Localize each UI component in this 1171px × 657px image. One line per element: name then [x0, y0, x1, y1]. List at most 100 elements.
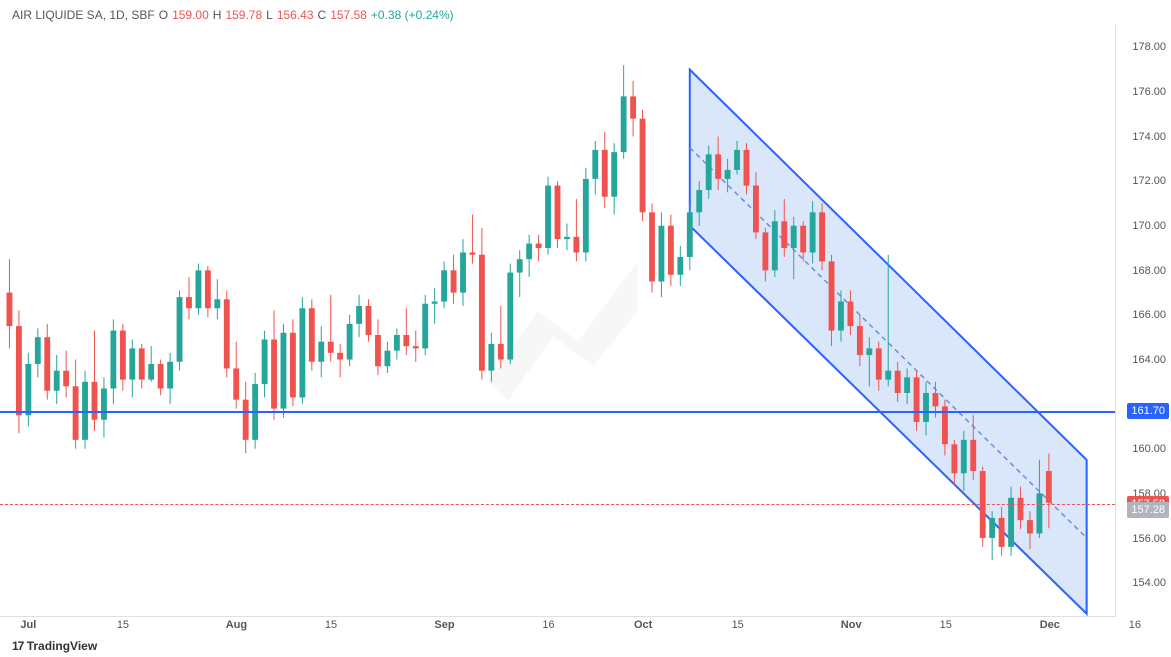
- candle[interactable]: [479, 255, 485, 371]
- candle[interactable]: [829, 261, 835, 330]
- candle[interactable]: [120, 331, 126, 380]
- candle[interactable]: [1027, 520, 1033, 533]
- candle[interactable]: [602, 150, 608, 197]
- candle[interactable]: [356, 306, 362, 324]
- candle[interactable]: [224, 299, 230, 368]
- candle[interactable]: [668, 226, 674, 275]
- candle[interactable]: [706, 154, 712, 190]
- candle[interactable]: [810, 212, 816, 252]
- candle[interactable]: [659, 226, 665, 282]
- candle[interactable]: [92, 382, 98, 420]
- candle[interactable]: [857, 326, 863, 355]
- candle[interactable]: [441, 270, 447, 301]
- candle[interactable]: [271, 339, 277, 408]
- candle[interactable]: [904, 377, 910, 393]
- horizontal-line[interactable]: [0, 504, 1115, 505]
- candle[interactable]: [536, 244, 542, 248]
- candle[interactable]: [233, 368, 239, 399]
- candle[interactable]: [366, 306, 372, 335]
- candle[interactable]: [545, 186, 551, 248]
- horizontal-line[interactable]: [0, 411, 1115, 413]
- candle[interactable]: [592, 150, 598, 179]
- candle[interactable]: [999, 518, 1005, 547]
- candle[interactable]: [696, 190, 702, 212]
- candle[interactable]: [35, 337, 41, 364]
- candle[interactable]: [290, 333, 296, 398]
- candle[interactable]: [895, 371, 901, 393]
- candle[interactable]: [7, 293, 13, 326]
- candle[interactable]: [44, 337, 50, 391]
- candle[interactable]: [167, 362, 173, 389]
- candle[interactable]: [573, 237, 579, 253]
- candle[interactable]: [196, 270, 202, 308]
- candle[interactable]: [649, 212, 655, 281]
- candle[interactable]: [328, 342, 334, 353]
- candle[interactable]: [762, 232, 768, 270]
- chart-area[interactable]: [0, 25, 1116, 617]
- candle[interactable]: [640, 119, 646, 213]
- candle[interactable]: [744, 150, 750, 186]
- candle[interactable]: [970, 440, 976, 471]
- candle[interactable]: [262, 339, 268, 384]
- candle[interactable]: [989, 518, 995, 538]
- candle[interactable]: [583, 179, 589, 253]
- candle[interactable]: [432, 302, 438, 304]
- candle[interactable]: [214, 299, 220, 308]
- candle[interactable]: [876, 348, 882, 379]
- candle[interactable]: [54, 371, 60, 391]
- candle[interactable]: [753, 186, 759, 233]
- candle[interactable]: [337, 353, 343, 360]
- candle[interactable]: [139, 348, 145, 379]
- candle[interactable]: [847, 302, 853, 327]
- candle[interactable]: [25, 364, 31, 415]
- candle[interactable]: [1018, 498, 1024, 520]
- candle[interactable]: [488, 344, 494, 371]
- candle[interactable]: [422, 304, 428, 349]
- candle[interactable]: [866, 348, 872, 355]
- candle[interactable]: [470, 252, 476, 254]
- branding[interactable]: 17 TradingView: [12, 639, 97, 653]
- candle[interactable]: [725, 170, 731, 179]
- candle[interactable]: [781, 221, 787, 248]
- candle[interactable]: [611, 152, 617, 197]
- candle[interactable]: [914, 377, 920, 422]
- candle[interactable]: [101, 389, 107, 420]
- candle[interactable]: [148, 364, 154, 380]
- candle[interactable]: [498, 344, 504, 360]
- candle[interactable]: [205, 270, 211, 308]
- candle[interactable]: [687, 212, 693, 257]
- candle[interactable]: [819, 212, 825, 261]
- candle[interactable]: [318, 342, 324, 362]
- candle[interactable]: [555, 186, 561, 240]
- symbol-label[interactable]: AIR LIQUIDE SA, 1D, SBF: [12, 8, 155, 22]
- candle[interactable]: [403, 335, 409, 346]
- candle[interactable]: [63, 371, 69, 387]
- candle[interactable]: [243, 400, 249, 440]
- candle[interactable]: [621, 96, 627, 152]
- candle[interactable]: [1036, 493, 1042, 533]
- candle[interactable]: [961, 440, 967, 473]
- candle[interactable]: [1008, 498, 1014, 547]
- candle[interactable]: [347, 324, 353, 360]
- candle[interactable]: [158, 364, 164, 389]
- candle[interactable]: [16, 326, 22, 415]
- candle[interactable]: [772, 221, 778, 270]
- candle[interactable]: [526, 244, 532, 260]
- candle[interactable]: [1046, 471, 1052, 503]
- candle[interactable]: [177, 297, 183, 362]
- candle[interactable]: [677, 257, 683, 275]
- candle[interactable]: [281, 333, 287, 409]
- candle[interactable]: [110, 331, 116, 389]
- candle[interactable]: [375, 335, 381, 366]
- candle[interactable]: [564, 237, 570, 239]
- candle[interactable]: [129, 348, 135, 379]
- candle[interactable]: [517, 259, 523, 272]
- candle[interactable]: [838, 302, 844, 331]
- candle[interactable]: [186, 297, 192, 308]
- candle[interactable]: [451, 270, 457, 292]
- candle[interactable]: [791, 226, 797, 248]
- candle[interactable]: [933, 393, 939, 406]
- candle[interactable]: [800, 226, 806, 253]
- candle[interactable]: [384, 351, 390, 367]
- candle[interactable]: [630, 96, 636, 118]
